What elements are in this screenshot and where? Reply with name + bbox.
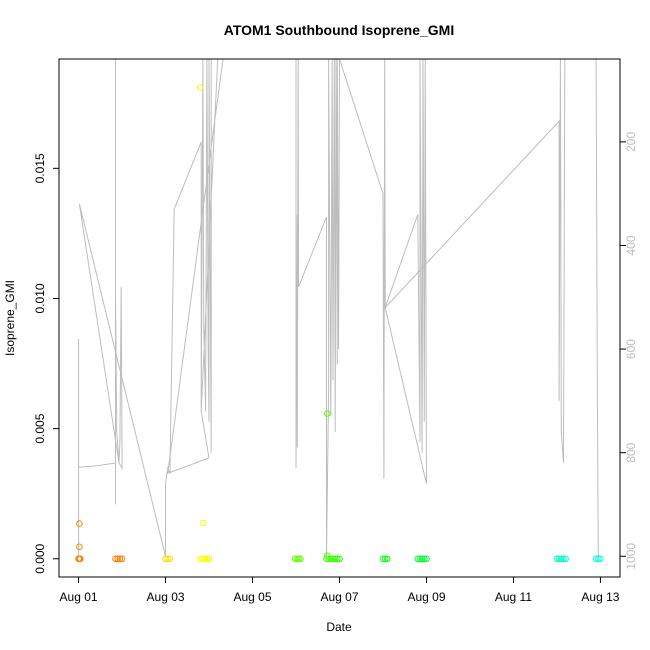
data-point <box>324 552 331 560</box>
y-right-tick-label: 800 <box>624 442 638 462</box>
y-right-tick-label: 600 <box>624 339 638 359</box>
data-point <box>595 555 602 563</box>
x-tick-label: Aug 09 <box>407 590 445 604</box>
data-point <box>384 555 391 563</box>
x-axis: Aug 01 Aug 03 Aug 05 Aug 07 Aug 09 Aug 11 Aug … <box>60 577 620 604</box>
data-point <box>418 555 426 563</box>
data-point <box>116 555 124 563</box>
data-point <box>334 555 341 563</box>
data-point <box>597 555 604 563</box>
data-point <box>331 555 339 563</box>
pressure-line-layer <box>78 59 599 557</box>
data-point <box>201 555 208 563</box>
data-point <box>114 555 121 563</box>
y-tick-label: 0.005 <box>33 413 47 443</box>
y-right-tick-label: 400 <box>624 235 638 255</box>
data-point <box>200 519 207 527</box>
pressure-series-line <box>78 59 599 557</box>
data-point <box>118 555 126 563</box>
data-point <box>162 555 169 563</box>
data-point <box>416 555 424 563</box>
data-point <box>381 555 389 563</box>
data-point <box>297 555 304 563</box>
y-right-tick-label: 1000 <box>624 543 638 570</box>
y-tick-label: 0.010 <box>33 283 47 313</box>
data-point <box>76 520 83 527</box>
data-point <box>553 555 561 563</box>
x-tick-label: Aug 07 <box>320 590 358 604</box>
data-point <box>77 555 84 563</box>
data-point <box>421 555 428 563</box>
data-point <box>414 555 422 563</box>
data-point <box>76 543 83 551</box>
y-tick-label: 0.000 <box>33 543 47 573</box>
data-point <box>197 84 204 91</box>
x-tick-label: Aug 13 <box>581 590 619 604</box>
data-point <box>562 555 569 563</box>
data-point <box>323 555 330 563</box>
data-point <box>329 555 337 563</box>
x-tick-label: Aug 05 <box>233 590 271 604</box>
data-point <box>199 555 206 563</box>
y-tick-label: 0.015 <box>33 153 47 183</box>
data-point <box>197 555 204 563</box>
y-axis-title: Isoprene_GMI <box>3 280 17 356</box>
data-point <box>205 555 213 563</box>
x-tick-label: Aug 01 <box>60 590 98 604</box>
chart-title: ATOM1 Southbound Isoprene_GMI <box>224 22 454 38</box>
data-point <box>203 555 211 563</box>
y-right-tick-label: 200 <box>624 132 638 152</box>
data-point <box>166 555 174 563</box>
data-point <box>324 410 331 417</box>
y-axis-right: 200 400 600 800 1000 <box>620 132 638 570</box>
x-tick-label: Aug 11 <box>495 590 532 604</box>
data-points-layer <box>75 84 604 563</box>
data-point <box>295 555 302 563</box>
data-point <box>592 555 600 563</box>
data-point <box>112 555 119 563</box>
data-point <box>379 555 387 563</box>
y-axis: 0.000 0.005 0.010 0.015 <box>33 153 59 574</box>
data-point <box>423 555 430 563</box>
data-point <box>336 555 343 563</box>
data-point <box>164 555 171 563</box>
x-axis-title: Date <box>326 620 352 634</box>
data-point <box>325 555 332 563</box>
data-point <box>560 555 567 563</box>
data-point <box>558 555 565 563</box>
data-point <box>555 555 563 563</box>
x-tick-label: Aug 03 <box>147 590 185 604</box>
